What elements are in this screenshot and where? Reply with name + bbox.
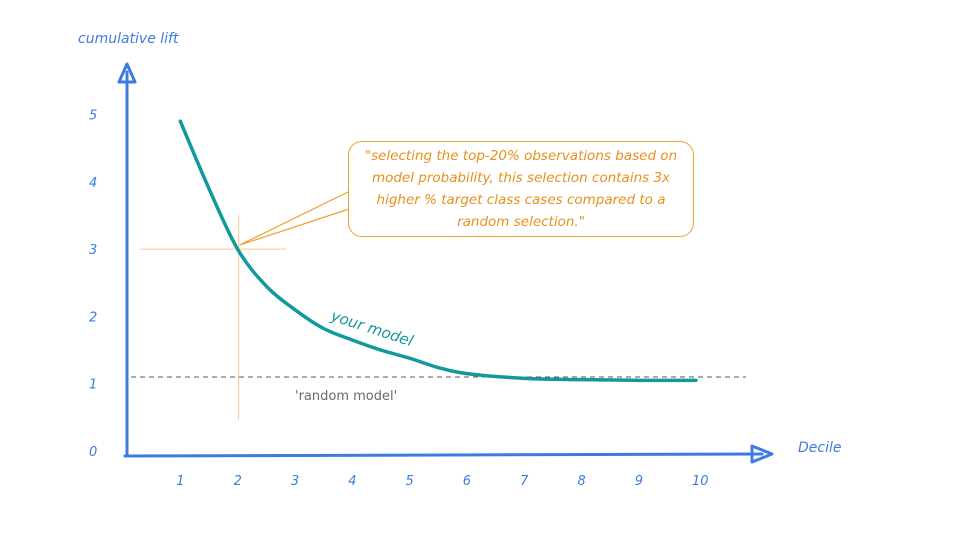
your-model-curve [178,119,698,383]
y-tick-label: 2 [89,310,97,325]
x-axis-arrow [750,444,774,464]
x-tick-labels: 1 2 3 4 5 6 7 8 9 10 [176,474,708,489]
x-tick-label: 10 [692,474,709,489]
x-tick-label: 3 [291,474,299,489]
x-tick-label: 6 [463,474,471,489]
x-tick-label: 5 [406,474,414,489]
x-tick-label: 1 [176,474,184,489]
x-tick-label: 2 [234,474,242,489]
x-axis-title: Decile [798,440,841,456]
y-tick-label: 1 [89,378,97,393]
y-axis-arrow [117,62,137,84]
annotation-pointer [239,189,353,246]
y-axis-title: cumulative lift [78,31,179,47]
annotation-text: "selecting the top-20% observations base… [364,148,678,230]
x-axis-line [123,452,764,458]
y-tick-label: 0 [89,445,97,460]
x-tick-label: 4 [348,474,356,489]
x-tick-label: 7 [520,474,529,489]
y-tick-labels: 0 1 2 3 4 5 [89,109,97,461]
y-tick-label: 4 [89,176,97,191]
x-tick-label: 8 [577,474,585,489]
y-tick-label: 5 [89,109,97,124]
x-tick-label: 9 [635,474,643,489]
y-tick-label: 3 [89,243,97,258]
annotation-callout: "selecting the top-20% observations base… [348,141,694,237]
your-model-label: your model [328,306,416,350]
random-model-label: 'random model' [295,389,397,404]
